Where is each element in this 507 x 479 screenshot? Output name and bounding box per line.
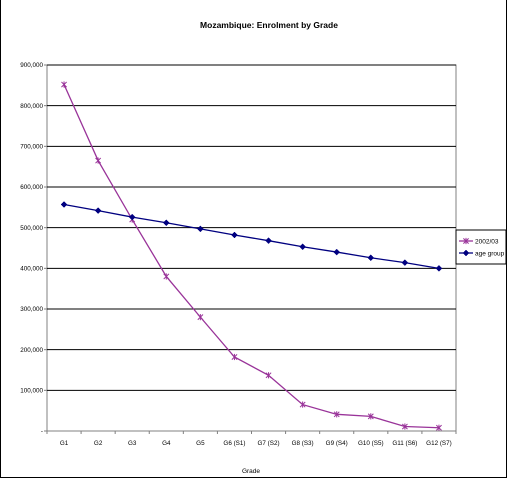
data-point	[333, 411, 340, 418]
y-tick-label: 800,000	[20, 103, 43, 110]
data-point	[197, 314, 204, 321]
y-tick-label: 200,000	[20, 347, 43, 354]
x-tick-label: G2	[94, 440, 103, 447]
plot-area	[46, 64, 457, 432]
data-point	[162, 219, 170, 227]
y-tick-label: 600,000	[20, 184, 43, 191]
x-tick-label: G12 (S7)	[426, 440, 452, 447]
x-axis-label: Grade	[242, 468, 260, 475]
x-tick-label: G8 (S3)	[292, 440, 314, 447]
x-tick-label: G11 (S6)	[392, 440, 417, 447]
y-tick-label: 400,000	[20, 266, 43, 273]
data-point	[436, 424, 442, 431]
data-point	[367, 254, 375, 262]
x-tick-label: G7 (S2)	[258, 440, 280, 447]
legend-label-0: 2002/03	[475, 238, 499, 245]
data-point	[60, 201, 68, 208]
x-tick-label: G1	[60, 440, 69, 447]
y-tick-label: 300,000	[20, 306, 43, 313]
series-layer	[60, 81, 443, 431]
y-tick-label: 700,000	[20, 144, 43, 151]
series-line-0	[63, 84, 439, 429]
data-point	[435, 264, 443, 272]
data-point	[367, 413, 374, 420]
data-point	[265, 372, 272, 379]
legend-label-1: age group	[475, 250, 505, 257]
data-point	[231, 231, 238, 239]
y-tick-label: 500,000	[20, 225, 43, 232]
data-point	[231, 353, 238, 361]
legend-box	[455, 229, 507, 265]
series-line-1	[63, 203, 440, 269]
data-point	[299, 243, 306, 251]
legend: 2002/03 age group	[455, 229, 507, 265]
chart-title: Mozambique: Enrolment by Grade	[200, 20, 338, 30]
y-tick-label: 900,000	[20, 62, 43, 69]
data-point	[95, 157, 102, 164]
x-tick-label: G6 (S1)	[223, 440, 245, 447]
y-tick-label: 100,000	[20, 388, 43, 395]
data-point	[128, 213, 136, 221]
data-point	[61, 81, 67, 88]
x-tick-label: G4	[162, 440, 171, 447]
data-point	[163, 273, 170, 280]
data-point	[197, 225, 204, 233]
x-axis-ticks: G1 G2 G3 G4 G5 G6 (S1) G7 (S2) G8 (S3) G9 (S4) G1…	[46, 431, 457, 447]
y-axis-ticks: - 100,000 200,000 300,000 400,000 500,000 600,…	[20, 62, 47, 435]
legend-marker-1	[462, 249, 470, 257]
data-point	[94, 207, 102, 214]
data-point	[299, 401, 306, 408]
grid-lines	[47, 64, 456, 391]
data-point	[333, 248, 341, 256]
x-tick-label: G9 (S4)	[326, 440, 348, 447]
data-point	[401, 259, 409, 266]
x-tick-label: G3	[128, 440, 137, 447]
y-tick-label: -	[41, 428, 43, 435]
data-point	[401, 423, 408, 430]
x-tick-label: G10 (S5)	[358, 440, 384, 447]
legend-marker-0	[463, 237, 469, 245]
x-tick-label: G5	[196, 440, 205, 447]
data-point	[265, 237, 272, 245]
